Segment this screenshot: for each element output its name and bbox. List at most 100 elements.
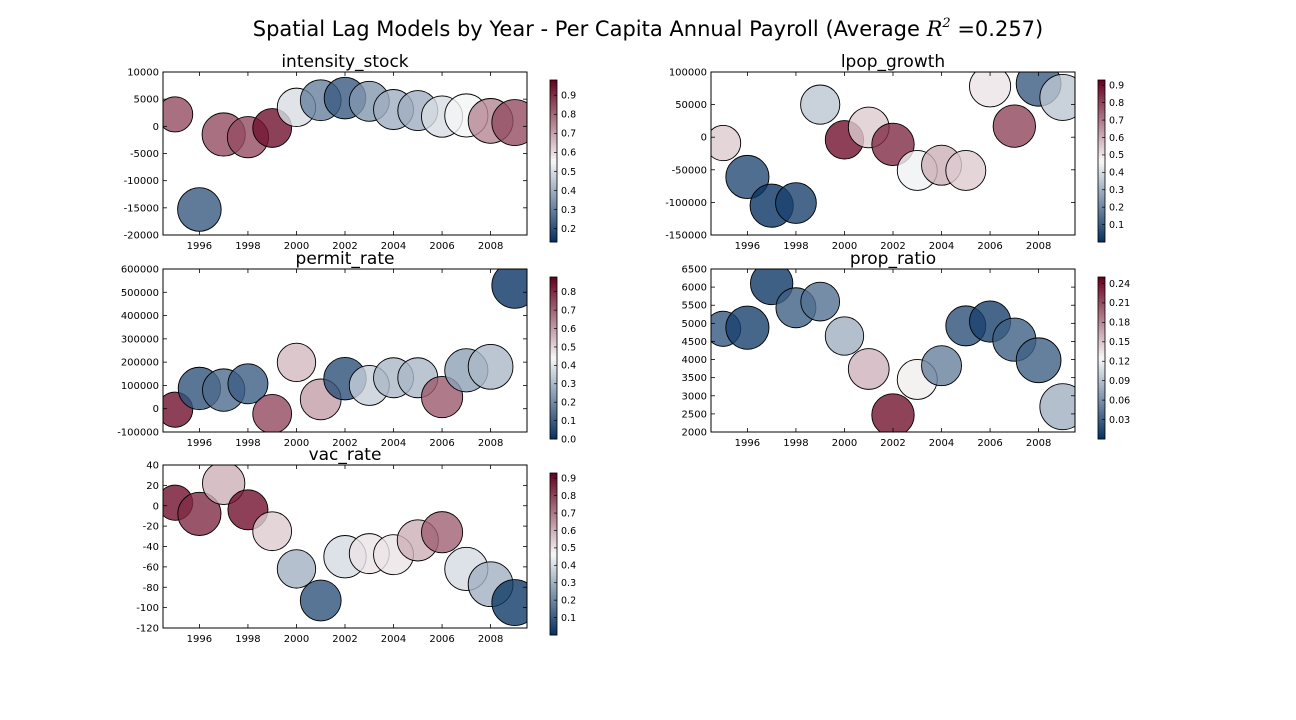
x-tick-label: 2008 bbox=[478, 438, 503, 449]
y-tick-label: 0 bbox=[153, 404, 159, 415]
colorbar-segment bbox=[550, 215, 557, 219]
colorbar-segment bbox=[1098, 80, 1105, 84]
colorbar-segment bbox=[1098, 223, 1105, 227]
colorbar-segment bbox=[550, 290, 557, 294]
scatter-point bbox=[276, 549, 317, 589]
colorbar-frame bbox=[1097, 79, 1106, 243]
y-tick-label: -60 bbox=[143, 562, 159, 573]
colorbar-tick-label: 0.5 bbox=[561, 543, 576, 554]
colorbar-segment bbox=[550, 616, 557, 620]
colorbar-segment bbox=[1098, 320, 1105, 324]
colorbar-segment bbox=[550, 489, 557, 493]
marker-layer bbox=[163, 465, 527, 626]
colorbar-segment bbox=[1098, 374, 1105, 378]
colorbar-segment bbox=[1098, 420, 1105, 424]
colorbar-segment bbox=[550, 412, 557, 416]
colorbar-segment bbox=[550, 109, 557, 113]
scatter-point bbox=[1039, 73, 1075, 121]
colorbar-segment bbox=[550, 352, 557, 356]
colorbar-segment bbox=[550, 376, 557, 380]
colorbar-segment bbox=[550, 325, 557, 329]
x-tick-label: 2004 bbox=[381, 241, 406, 252]
scatter-point bbox=[847, 348, 890, 390]
colorbar-segment bbox=[550, 505, 557, 509]
colorbar-segment bbox=[1098, 368, 1105, 372]
scatter-point bbox=[775, 182, 817, 224]
x-tick-label: 2004 bbox=[929, 438, 954, 449]
colorbar-segment bbox=[1098, 158, 1105, 162]
scatter-point bbox=[921, 345, 962, 387]
colorbar-segment bbox=[550, 312, 557, 316]
colorbar-segment bbox=[550, 420, 557, 424]
colorbar-tick-label: 0.18 bbox=[1109, 318, 1130, 329]
colorbar-segment bbox=[550, 128, 557, 132]
colorbar-segment bbox=[550, 347, 557, 351]
colorbar-tick-label: 0.3 bbox=[1109, 185, 1124, 196]
colorbar-segment bbox=[1098, 382, 1105, 386]
colorbar-segment bbox=[1098, 212, 1105, 216]
colorbar-segment bbox=[1098, 120, 1105, 124]
y-tick-label: -100 bbox=[136, 603, 159, 614]
colorbar-segment bbox=[550, 508, 557, 512]
colorbar-segment bbox=[550, 107, 557, 111]
scatter-point bbox=[177, 187, 222, 232]
x-tick-label: 2000 bbox=[284, 241, 309, 252]
colorbar-segment bbox=[550, 559, 557, 563]
colorbar-segment bbox=[1098, 107, 1105, 111]
colorbar-segment bbox=[550, 491, 557, 495]
colorbar-segment bbox=[1098, 358, 1105, 362]
scatter-point bbox=[969, 72, 1012, 108]
colorbar-segment bbox=[1098, 139, 1105, 143]
colorbar-segment bbox=[550, 540, 557, 544]
colorbar-segment bbox=[550, 586, 557, 590]
colorbar-segment bbox=[1098, 379, 1105, 383]
colorbar-segment bbox=[550, 209, 557, 213]
colorbar-tick-label: 0.4 bbox=[561, 186, 576, 197]
colorbar-segment bbox=[1098, 188, 1105, 192]
colorbar-tick-label: 0.7 bbox=[561, 129, 576, 140]
colorbar-segment bbox=[1098, 352, 1105, 356]
colorbar-segment bbox=[1098, 220, 1105, 224]
colorbar-segment bbox=[1098, 301, 1105, 305]
colorbar-segment bbox=[550, 425, 557, 429]
y-tick-label: 5500 bbox=[682, 301, 707, 312]
colorbar-segment bbox=[550, 529, 557, 533]
colorbar-segment bbox=[550, 502, 557, 506]
scatter-point bbox=[276, 342, 317, 383]
y-tick-label: 0 bbox=[153, 122, 159, 133]
colorbar-segment bbox=[550, 371, 557, 375]
colorbar-segment bbox=[1098, 393, 1105, 397]
colorbar-segment bbox=[1098, 422, 1105, 426]
colorbar-segment bbox=[550, 349, 557, 353]
colorbar-segment bbox=[550, 594, 557, 598]
scatter-point bbox=[252, 393, 293, 432]
colorbar-segment bbox=[1098, 142, 1105, 146]
x-tick-label: 1998 bbox=[783, 438, 808, 449]
colorbar-segment bbox=[550, 624, 557, 628]
x-tick-label: 2002 bbox=[332, 634, 357, 645]
colorbar-segment bbox=[550, 564, 557, 568]
colorbar-segment bbox=[1098, 112, 1105, 116]
colorbar-segment bbox=[1098, 366, 1105, 370]
colorbar-segment bbox=[550, 190, 557, 194]
colorbar-tick-label: 0.1 bbox=[1109, 220, 1124, 231]
colorbar-segment bbox=[550, 82, 557, 86]
colorbar-segment bbox=[1098, 204, 1105, 208]
colorbar-segment bbox=[550, 554, 557, 558]
colorbar-segment bbox=[550, 333, 557, 337]
colorbar-segment bbox=[550, 545, 557, 549]
colorbar-segment bbox=[550, 572, 557, 576]
colorbar-segment bbox=[550, 144, 557, 148]
colorbar-segment bbox=[550, 152, 557, 156]
scatter-point bbox=[1015, 337, 1062, 384]
colorbar-segment bbox=[550, 204, 557, 208]
colorbar-segment bbox=[550, 182, 557, 186]
colorbar-segment bbox=[1098, 344, 1105, 348]
colorbar-segment bbox=[1098, 193, 1105, 197]
y-tick-label: 2000 bbox=[682, 428, 707, 439]
colorbar-tick-label: 0.0 bbox=[561, 434, 576, 445]
colorbar-segment bbox=[550, 117, 557, 121]
colorbar-segment bbox=[550, 521, 557, 525]
colorbar-segment bbox=[550, 608, 557, 612]
colorbar-segment bbox=[550, 486, 557, 490]
